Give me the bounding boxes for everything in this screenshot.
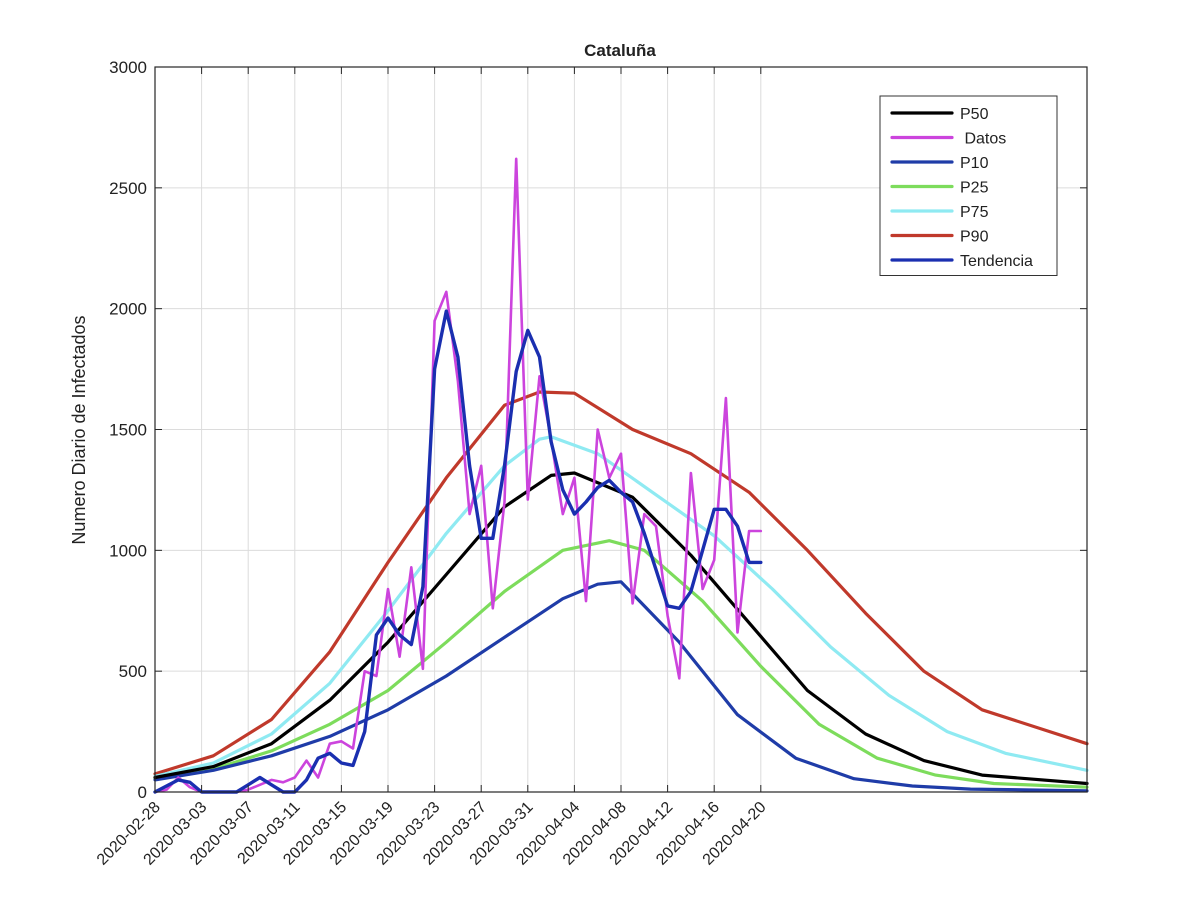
series-line-p75 bbox=[153, 435, 1089, 778]
series-line-tendencia bbox=[153, 309, 763, 794]
y-tick-label: 1000 bbox=[109, 541, 147, 560]
series-line-datos bbox=[153, 157, 763, 794]
series-line-p25 bbox=[153, 539, 1089, 789]
series-line-p10 bbox=[153, 580, 1089, 793]
legend-label: P10 bbox=[960, 155, 989, 172]
series-layer bbox=[153, 157, 1089, 794]
legend-label: P25 bbox=[960, 180, 989, 197]
y-axis-label: Numero Diario de Infectados bbox=[69, 315, 89, 544]
y-tick-label: 500 bbox=[119, 662, 147, 681]
chart-title: Cataluña bbox=[584, 41, 656, 60]
y-tick-label: 1500 bbox=[109, 421, 147, 440]
series-line-p90 bbox=[153, 390, 1089, 776]
legend-label: P75 bbox=[960, 204, 989, 221]
series-line-p50 bbox=[153, 471, 1089, 786]
y-axis-ticks: 0 500 1000 1500 2000 2500 3000 bbox=[109, 58, 1087, 802]
legend-label: Datos bbox=[960, 131, 1006, 148]
legend: P50 Datos P10 P25 P75 P90 Tendencia bbox=[879, 95, 1058, 276]
y-tick-label: 2500 bbox=[109, 179, 147, 198]
y-tick-label: 2000 bbox=[109, 300, 147, 319]
legend-label: Tendencia bbox=[960, 253, 1033, 270]
legend-label: P90 bbox=[960, 229, 989, 246]
y-tick-label: 3000 bbox=[109, 58, 147, 77]
y-tick-label: 0 bbox=[138, 783, 147, 802]
legend-label: P50 bbox=[960, 106, 989, 123]
